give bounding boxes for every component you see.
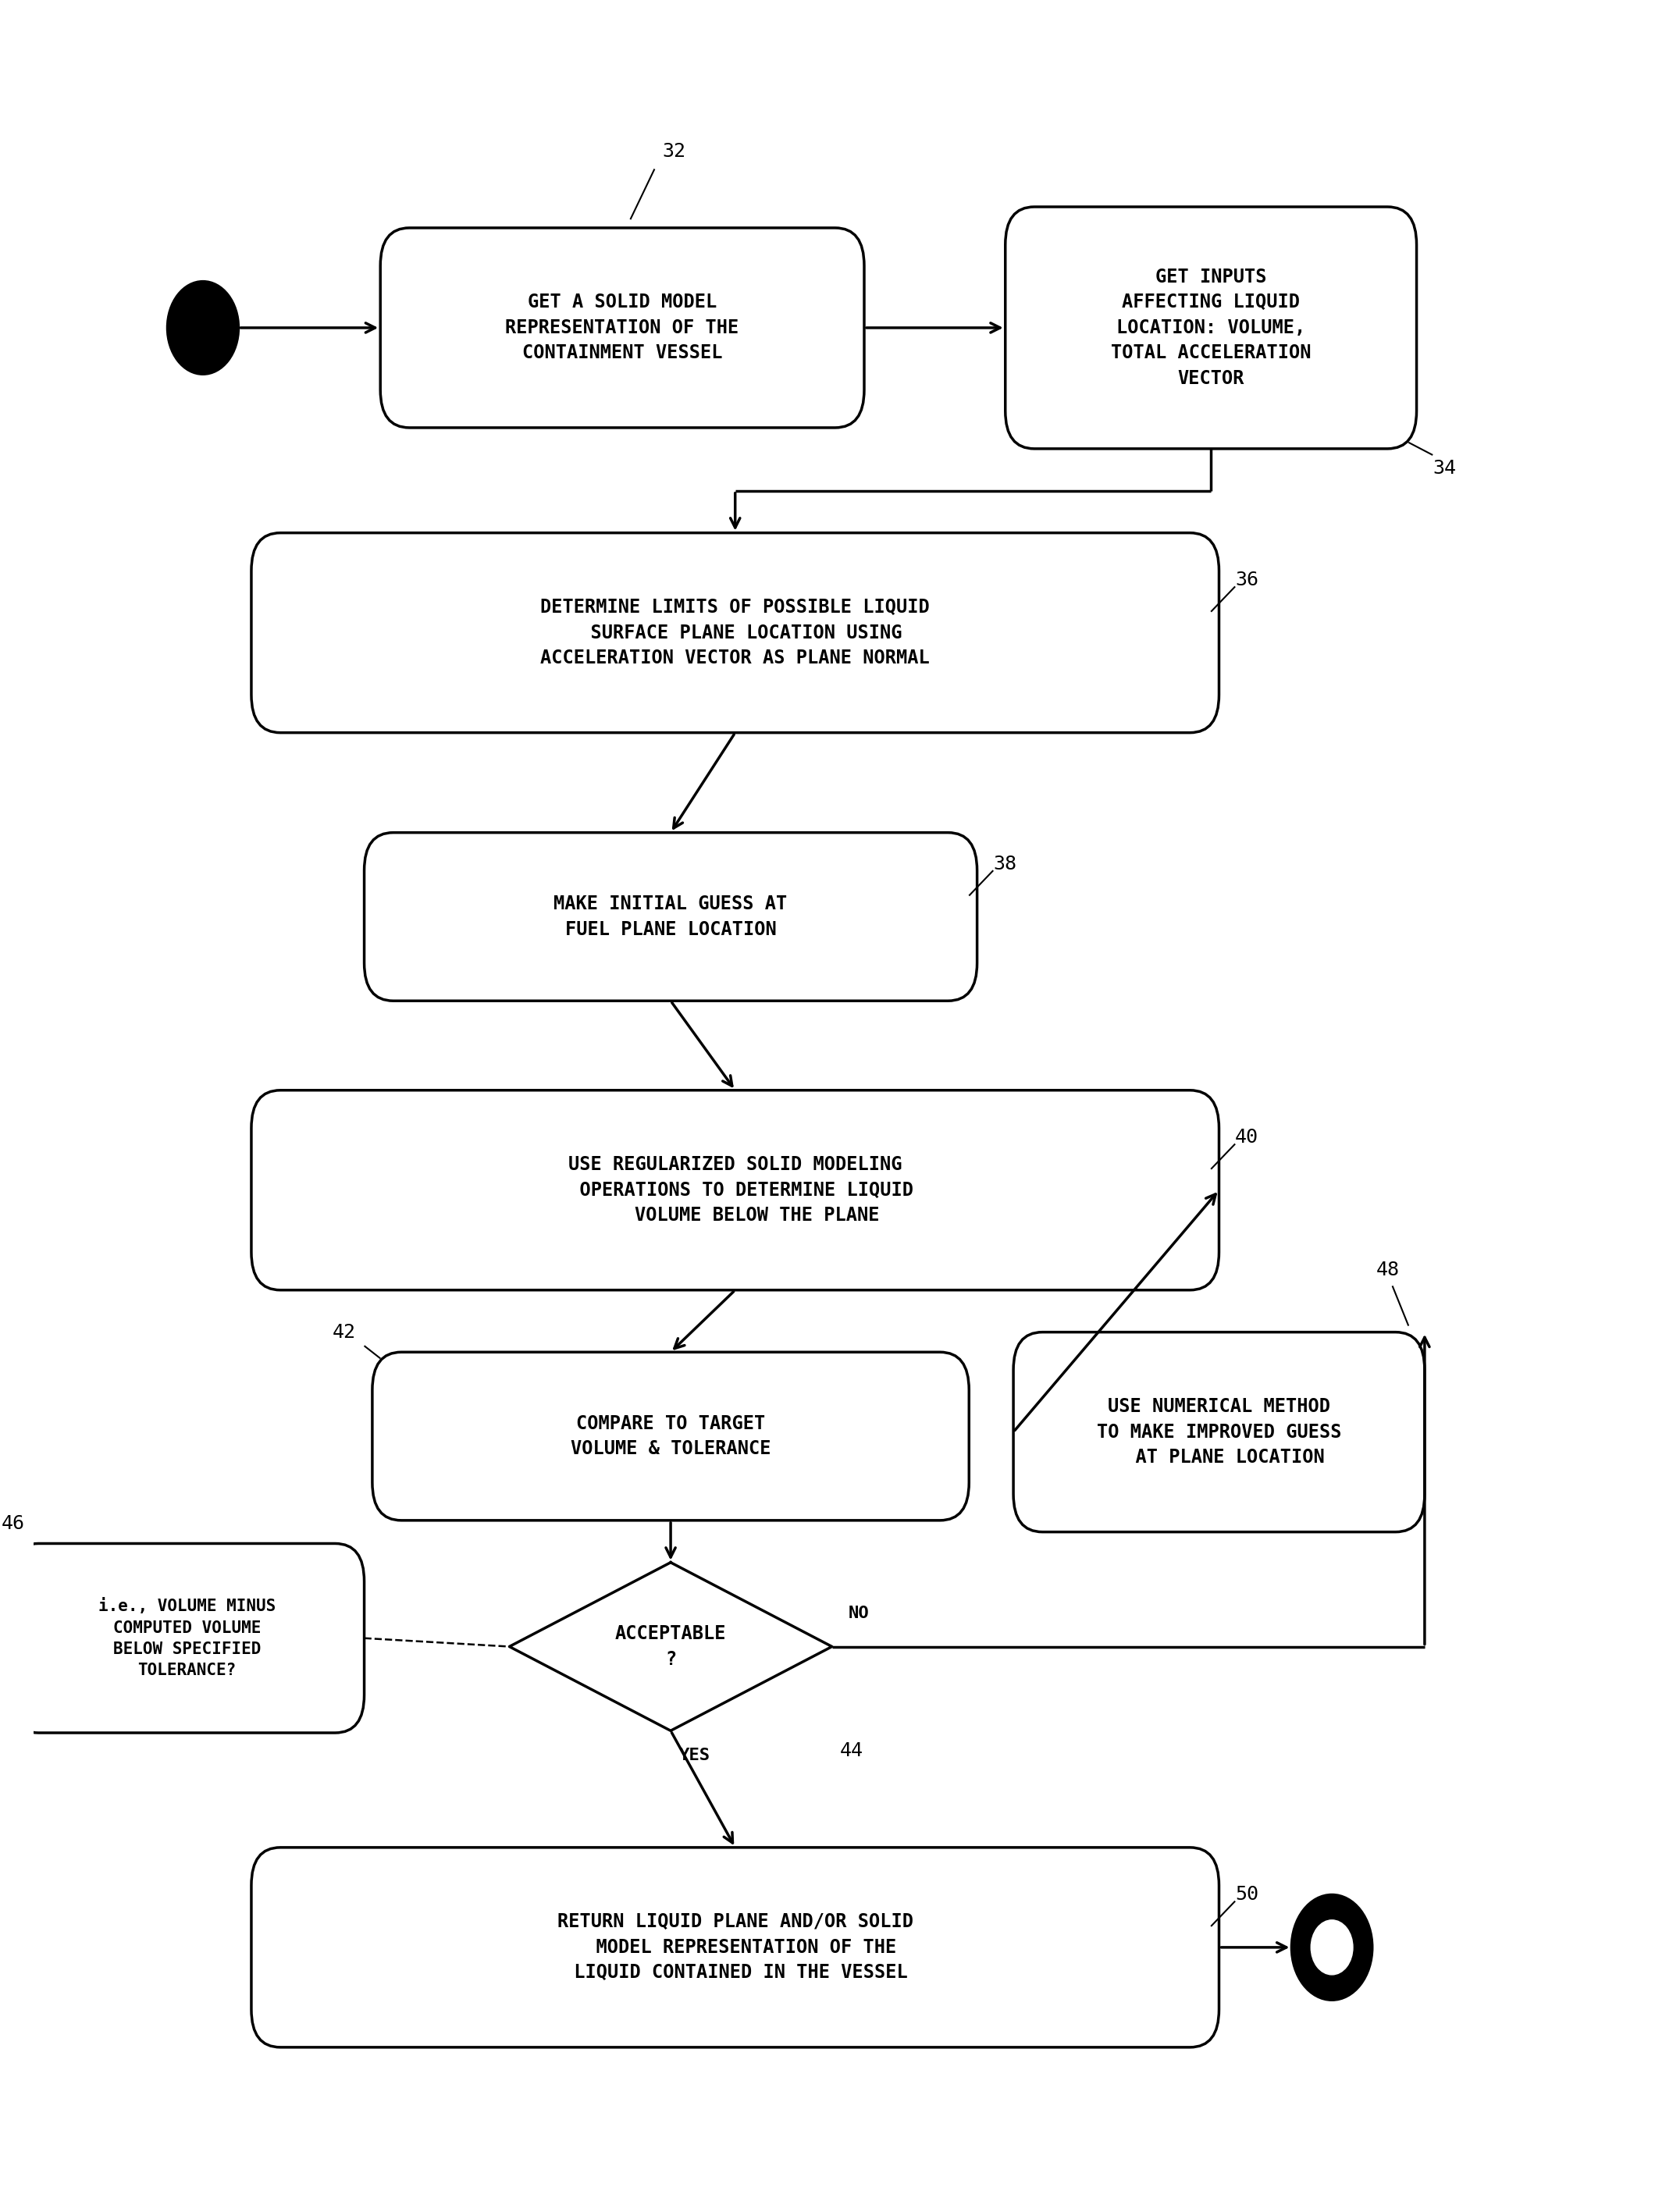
FancyBboxPatch shape (10, 1542, 365, 1733)
Text: NO: NO (848, 1606, 869, 1621)
Text: USE NUMERICAL METHOD
TO MAKE IMPROVED GUESS
  AT PLANE LOCATION: USE NUMERICAL METHOD TO MAKE IMPROVED GU… (1097, 1398, 1341, 1466)
Text: 42: 42 (333, 1323, 356, 1341)
Text: 46: 46 (2, 1514, 25, 1534)
FancyBboxPatch shape (373, 1352, 969, 1521)
FancyBboxPatch shape (252, 1847, 1220, 2046)
FancyBboxPatch shape (252, 532, 1220, 732)
Text: 44: 44 (840, 1742, 864, 1759)
Text: 32: 32 (662, 142, 685, 160)
Text: 48: 48 (1376, 1260, 1399, 1280)
Text: USE REGULARIZED SOLID MODELING
  OPERATIONS TO DETERMINE LIQUID
    VOLUME BELOW: USE REGULARIZED SOLID MODELING OPERATION… (558, 1155, 914, 1225)
Text: 40: 40 (1235, 1128, 1258, 1146)
Text: i.e., VOLUME MINUS
COMPUTED VOLUME
BELOW SPECIFIED
TOLERANCE?: i.e., VOLUME MINUS COMPUTED VOLUME BELOW… (97, 1597, 276, 1678)
Text: GET INPUTS
AFFECTING LIQUID
LOCATION: VOLUME,
TOTAL ACCELERATION
VECTOR: GET INPUTS AFFECTING LIQUID LOCATION: VO… (1110, 267, 1310, 388)
Circle shape (168, 280, 239, 375)
Text: DETERMINE LIMITS OF POSSIBLE LIQUID
  SURFACE PLANE LOCATION USING
ACCELERATION : DETERMINE LIMITS OF POSSIBLE LIQUID SURF… (541, 598, 929, 668)
Text: MAKE INITIAL GUESS AT
FUEL PLANE LOCATION: MAKE INITIAL GUESS AT FUEL PLANE LOCATIO… (554, 894, 788, 938)
FancyBboxPatch shape (380, 228, 864, 427)
FancyBboxPatch shape (365, 833, 978, 1001)
FancyBboxPatch shape (1013, 1332, 1425, 1532)
Text: YES: YES (679, 1748, 711, 1764)
Text: 38: 38 (993, 854, 1016, 874)
FancyBboxPatch shape (252, 1091, 1220, 1290)
Text: RETURN LIQUID PLANE AND/OR SOLID
  MODEL REPRESENTATION OF THE
 LIQUID CONTAINED: RETURN LIQUID PLANE AND/OR SOLID MODEL R… (558, 1913, 914, 1983)
Text: ACCEPTABLE
?: ACCEPTABLE ? (615, 1624, 726, 1670)
Text: GET A SOLID MODEL
REPRESENTATION OF THE
CONTAINMENT VESSEL: GET A SOLID MODEL REPRESENTATION OF THE … (506, 294, 739, 362)
Circle shape (1310, 1919, 1352, 1974)
FancyBboxPatch shape (1005, 206, 1416, 449)
Text: COMPARE TO TARGET
VOLUME & TOLERANCE: COMPARE TO TARGET VOLUME & TOLERANCE (571, 1413, 771, 1459)
Text: 50: 50 (1235, 1886, 1258, 1904)
Text: 34: 34 (1433, 460, 1457, 478)
Polygon shape (509, 1562, 832, 1731)
Text: 36: 36 (1235, 572, 1258, 589)
Circle shape (1292, 1895, 1373, 2000)
